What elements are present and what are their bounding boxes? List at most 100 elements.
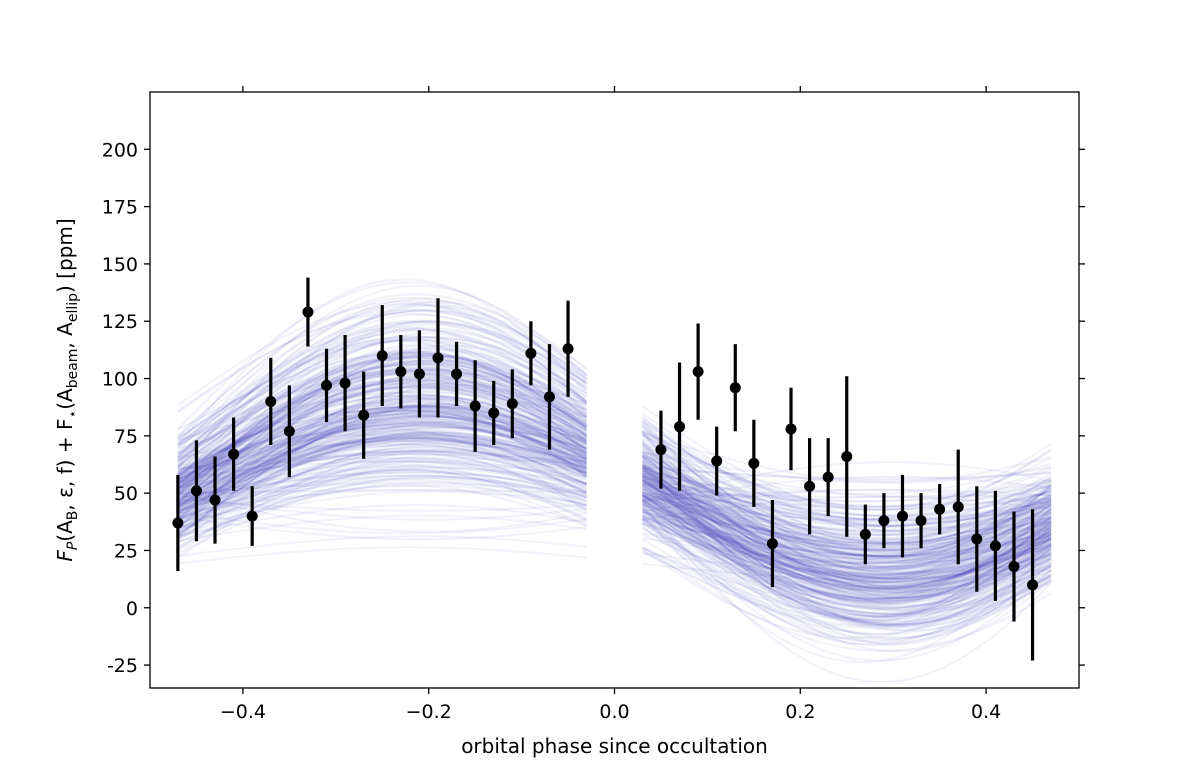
model-curve [177, 436, 1052, 565]
model-curve [177, 432, 1052, 575]
data-marker [915, 515, 927, 527]
data-marker [265, 395, 277, 407]
data-marker [172, 517, 184, 529]
data-marker [748, 457, 760, 469]
data-point [804, 438, 816, 535]
data-point [859, 504, 871, 565]
data-marker [934, 503, 946, 515]
model-curve [177, 402, 1052, 589]
data-point [692, 323, 704, 420]
model-curve [177, 405, 1052, 588]
model-curve [177, 474, 1052, 544]
data-marker [413, 368, 425, 380]
model-curve [177, 546, 1052, 581]
model-curve [177, 504, 1052, 565]
model-curve [177, 407, 1052, 597]
model-curve [177, 445, 1052, 602]
data-point [339, 334, 351, 432]
data-point [1008, 511, 1020, 622]
model-curve [177, 443, 1052, 547]
data-point [432, 298, 444, 418]
data-point [376, 305, 388, 407]
model-curve [177, 447, 1052, 552]
model-curve [177, 490, 1052, 558]
model-curve [177, 404, 1052, 627]
model-curve [177, 404, 1052, 562]
model-curve [177, 424, 1052, 554]
model-curve [177, 405, 1052, 560]
data-marker [952, 501, 964, 513]
model-curve [177, 449, 1052, 600]
model-curve [177, 421, 1052, 593]
data-marker [878, 515, 890, 527]
y-tick-label: 125 [102, 311, 138, 333]
data-point [321, 348, 333, 423]
model-curve [177, 438, 1052, 547]
data-marker [841, 450, 853, 462]
model-curve [177, 474, 1052, 578]
data-marker [804, 480, 816, 492]
model-curve [177, 464, 1052, 621]
data-marker [655, 444, 667, 456]
model-curve [177, 436, 1052, 622]
data-point [506, 369, 518, 439]
model-curve [177, 434, 1052, 594]
x-tick-label: 0.0 [599, 701, 629, 723]
model-curve [177, 431, 1052, 568]
model-curve [177, 420, 1052, 557]
y-tick-label: 50 [114, 483, 138, 505]
x-axis-label: orbital phase since occultation [461, 734, 768, 758]
model-curve [177, 416, 1052, 591]
data-point [488, 380, 500, 446]
model-curve [177, 407, 1052, 576]
model-curve [177, 405, 1052, 631]
model-curve [177, 404, 1052, 557]
model-curve [177, 476, 1052, 555]
model-curve [177, 467, 1052, 573]
data-point [934, 483, 946, 535]
model-curve [177, 399, 1052, 626]
model-curve [177, 404, 1052, 596]
model-curve [177, 450, 1052, 546]
model-curve [177, 468, 1052, 617]
model-curve [177, 434, 1052, 559]
data-point [878, 493, 890, 549]
model-curve [177, 438, 1052, 552]
data-marker [246, 510, 258, 522]
data-point [395, 334, 407, 409]
model-curves [177, 278, 1052, 684]
y-tick-label: 75 [114, 426, 138, 448]
data-point [283, 385, 295, 478]
model-curve [177, 427, 1052, 640]
data-point [190, 440, 202, 542]
y-axis-label: FP(AB, ε, f) + F⋆(Abeam, Aellip) [ppm] [53, 218, 81, 561]
model-curve [177, 410, 1052, 609]
model-curve [177, 406, 1052, 542]
model-curve [177, 474, 1052, 561]
model-curve [177, 430, 1052, 591]
model-curve [177, 409, 1052, 545]
data-point [729, 344, 741, 432]
data-marker [376, 350, 388, 362]
data-point [822, 438, 834, 517]
data-point [302, 277, 314, 347]
model-curve [177, 423, 1052, 623]
data-point [1027, 509, 1039, 661]
model-curve [177, 406, 1052, 584]
data-marker [283, 425, 295, 437]
data-marker [674, 421, 686, 433]
model-curve [177, 477, 1052, 600]
data-marker [339, 377, 351, 389]
model-curve [177, 426, 1052, 561]
data-marker [302, 306, 314, 318]
model-curve [177, 452, 1052, 652]
x-tick-label: 0.2 [785, 701, 815, 723]
model-curve [177, 428, 1052, 579]
data-marker [451, 368, 463, 380]
model-curve [177, 457, 1052, 544]
data-marker [562, 343, 574, 355]
model-curve [177, 417, 1052, 600]
data-point [971, 486, 983, 592]
model-curve [177, 478, 1052, 627]
